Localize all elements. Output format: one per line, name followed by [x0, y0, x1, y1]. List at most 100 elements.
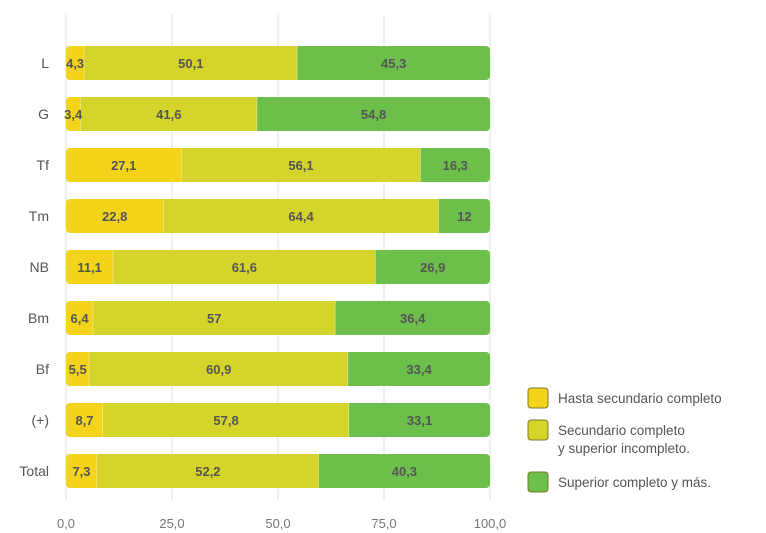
bar-segment: [438, 199, 490, 233]
bar-segment: [163, 199, 440, 233]
bar-row-labels: 22,8 64,4 12: [102, 209, 472, 224]
bar-segment: [89, 352, 349, 386]
bar-segment: [66, 148, 182, 182]
bar-row-NB: [66, 250, 490, 284]
data-label: 40,3: [392, 464, 417, 479]
bars: 4,3 50,1 45,3 3,4 41,6 54,8 27,1 56,1 16,3 22,8 64…: [64, 46, 490, 488]
x-tick-label: 0,0: [57, 516, 75, 531]
data-label: 12: [457, 209, 471, 224]
data-label: 4,3: [66, 56, 84, 71]
bar-segment: [80, 97, 258, 131]
x-tick-label: 25,0: [159, 516, 184, 531]
data-label: 61,6: [232, 260, 257, 275]
bar-row-labels: 27,1 56,1 16,3: [111, 158, 468, 173]
x-tick-label: 100,0: [474, 516, 507, 531]
bar-segment: [66, 250, 114, 284]
legend-item: Superior completo y más.: [527, 471, 711, 493]
category-label: G: [38, 106, 49, 122]
data-label: 45,3: [381, 56, 406, 71]
legend-label: Hasta secundario completo: [558, 391, 722, 406]
data-label: 16,3: [443, 158, 468, 173]
data-label: 36,4: [400, 311, 426, 326]
bar-segment: [348, 352, 490, 386]
category-labels: L G Tf Tm NB Bm Bf (+) Total: [19, 55, 49, 479]
data-label: 6,4: [71, 311, 90, 326]
legend-label: y superior incompleto.: [558, 441, 690, 456]
bar-row-Tm: [66, 199, 490, 233]
bar-row-Bf: [66, 352, 490, 386]
bar-segment: [420, 148, 490, 182]
bar-segment: [318, 454, 490, 488]
bar-row-G: [66, 97, 490, 131]
bar-segment: [66, 301, 94, 335]
data-label: 11,1: [77, 260, 102, 275]
bar-segment: [93, 301, 336, 335]
legend-label: Secundario completo: [558, 423, 685, 438]
data-label: 56,1: [288, 158, 313, 173]
bar-segment: [181, 148, 422, 182]
bar-segment: [66, 352, 90, 386]
bar-row-labels: 11,1 61,6 26,9: [77, 260, 445, 275]
data-label: 3,4: [64, 107, 83, 122]
data-label: 50,1: [178, 56, 203, 71]
category-label: Tm: [29, 208, 49, 224]
data-label: 54,8: [361, 107, 386, 122]
bar-row-labels: 6,4 57 36,4: [71, 311, 427, 326]
legend-swatch: [527, 471, 549, 493]
data-label: 41,6: [156, 107, 181, 122]
data-label: 27,1: [111, 158, 136, 173]
bar-row-Tf: [66, 148, 490, 182]
category-label: L: [41, 55, 49, 71]
x-tick-label: 50,0: [265, 516, 290, 531]
bar-segment: [66, 97, 81, 131]
legend-swatch: [527, 387, 549, 409]
bar-segment: [103, 403, 350, 437]
legend: Hasta secundario completo Secundario comp…: [527, 387, 722, 493]
bar-segment: [113, 250, 376, 284]
category-label: (+): [32, 412, 50, 428]
data-label: 57,8: [213, 413, 238, 428]
data-label: 5,5: [69, 362, 87, 377]
bar-row-(+): [66, 403, 490, 437]
bar-segment: [349, 403, 490, 437]
category-label: NB: [30, 259, 49, 275]
bar-segment: [375, 250, 490, 284]
bar-segment: [66, 46, 85, 80]
bar-row-labels: 7,3 52,2 40,3: [72, 464, 417, 479]
data-label: 60,9: [206, 362, 231, 377]
data-label: 52,2: [195, 464, 220, 479]
legend-swatch: [527, 419, 549, 441]
legend-item: Hasta secundario completo: [527, 387, 722, 409]
data-label: 7,3: [72, 464, 90, 479]
bar-row-Bm: [66, 301, 490, 335]
data-label: 33,1: [407, 413, 432, 428]
data-label: 22,8: [102, 209, 127, 224]
bar-segment: [66, 454, 98, 488]
category-label: Bm: [28, 310, 49, 326]
data-label: 33,4: [406, 362, 432, 377]
legend-label: Superior completo y más.: [558, 475, 711, 490]
bar-segment: [257, 97, 490, 131]
x-axis-tick-labels: 0,0 25,0 50,0 75,0 100,0: [57, 516, 506, 531]
data-label: 8,7: [75, 413, 93, 428]
bar-row-labels: 3,4 41,6 54,8: [64, 107, 386, 122]
legend-item: Secundario completo y superior incompleto…: [527, 419, 690, 456]
category-label: Bf: [36, 361, 49, 377]
bar-segment: [97, 454, 320, 488]
bar-row-Total: [66, 454, 490, 488]
bar-segment: [66, 403, 104, 437]
bar-segment: [66, 199, 164, 233]
bar-row-labels: 8,7 57,8 33,1: [75, 413, 432, 428]
bar-row-labels: 5,5 60,9 33,4: [69, 362, 433, 377]
category-label: Tf: [37, 157, 50, 173]
data-label: 26,9: [420, 260, 445, 275]
bar-segment: [335, 301, 490, 335]
bar-segment: [84, 46, 298, 80]
data-label: 57: [207, 311, 221, 326]
bar-segment: [297, 46, 490, 80]
x-tick-label: 75,0: [371, 516, 396, 531]
bar-row-labels: 4,3 50,1 45,3: [66, 56, 406, 71]
category-label: Total: [19, 463, 49, 479]
bar-row-L: [66, 46, 490, 80]
